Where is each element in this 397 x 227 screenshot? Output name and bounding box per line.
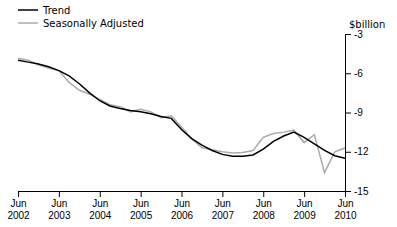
legend-item: Trend [18,5,70,16]
x-tick-label: Jun2010 [334,198,357,221]
x-tick-mark [182,191,183,197]
y-tick-mark [345,113,351,114]
x-tick-label: Jun2005 [130,198,153,221]
x-tick: Jun2007 [212,191,235,221]
x-tick-label: Jun2008 [253,198,276,221]
legend-item: Seasonally Adjusted [18,18,144,29]
y-tick-mark [345,34,351,35]
x-tick: Jun2009 [294,191,317,221]
lines [18,58,345,172]
x-tick-label: Jun2002 [7,198,30,221]
x-axis-line [19,192,346,198]
series-line [18,60,345,158]
y-tick: -12 [345,146,369,157]
plot: Jun2002 Jun2003 Jun2004 Jun2005 Jun2006 Jun20… [7,19,385,221]
x-tick-mark [141,191,142,197]
y-tick-label: -9 [354,107,363,118]
y-tick: -3 [345,29,363,40]
series-line [18,58,345,172]
x-tick: Jun2008 [253,191,276,221]
y-tick-label: -15 [354,186,369,197]
y-tick: -15 [345,186,369,197]
x-tick-label: Jun2006 [171,198,194,221]
x-tick-mark [304,191,305,197]
legend-label: Trend [42,5,70,16]
x-tick-mark [100,191,101,197]
legend-label: Seasonally Adjusted [43,18,144,29]
x-tick-mark [263,191,264,197]
x-tick-mark [222,191,223,197]
x-tick: Jun2006 [171,191,194,221]
legend-swatch [18,22,38,24]
legend-swatch [18,9,38,11]
y-tick-label: -12 [354,146,369,157]
x-tick-label: Jun2007 [212,198,235,221]
x-tick: Jun2003 [48,191,71,221]
x-tick-label: Jun2003 [48,198,71,221]
y-axis-line [346,35,352,192]
x-axis: Jun2002 Jun2003 Jun2004 Jun2005 Jun2006 Jun20… [7,191,357,221]
y-axis: -15 -12 -9 -6 -3 [345,29,369,197]
chart: Jun2002 Jun2003 Jun2004 Jun2005 Jun2006 Jun20… [0,0,397,227]
x-tick-mark [18,191,19,197]
y-tick: -6 [345,68,363,79]
x-tick: Jun2002 [7,191,30,221]
x-tick-label: Jun2009 [294,198,317,221]
x-tick-mark [59,191,60,197]
x-tick: Jun2005 [130,191,153,221]
x-tick: Jun2004 [89,191,112,221]
y-tick: -9 [345,107,363,118]
y-tick-mark [345,152,351,153]
y-tick-label: -6 [354,68,363,79]
legend: Trend Seasonally Adjusted [18,5,144,29]
y-tick-mark [345,73,351,74]
y-axis-label: $billion [349,19,385,30]
y-tick-label: -3 [354,29,363,40]
y-tick-mark [345,191,351,192]
x-tick-label: Jun2004 [89,198,112,221]
